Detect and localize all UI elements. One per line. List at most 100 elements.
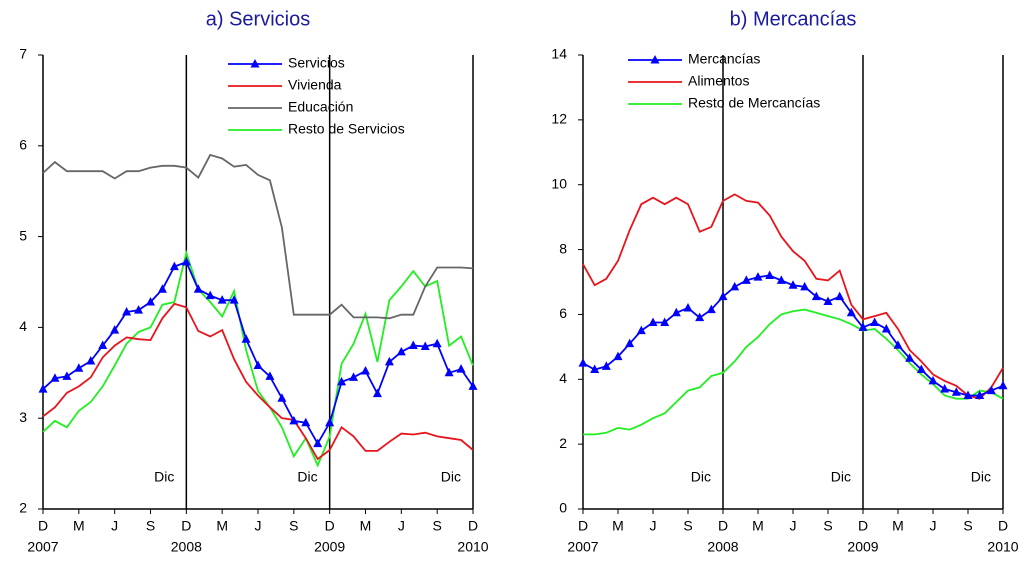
year-label: 2010 [987, 539, 1018, 555]
point-marker [193, 284, 203, 293]
year-label: 2009 [314, 539, 345, 555]
point-marker [683, 302, 693, 312]
point-marker [916, 364, 926, 374]
y-tick-label: 2 [19, 500, 27, 516]
point-marker [217, 295, 227, 304]
point-marker [74, 363, 84, 372]
point-marker [998, 380, 1008, 390]
x-tick-label: M [73, 518, 85, 534]
legend-label: Resto de Mercancías [688, 95, 820, 111]
y-tick-label: 5 [19, 227, 27, 243]
point-marker [265, 371, 275, 380]
point-marker [408, 340, 418, 350]
year-label: 2009 [847, 539, 878, 555]
point-marker [289, 415, 299, 425]
point-marker [811, 291, 821, 301]
x-tick-label: D [858, 518, 868, 534]
y-tick-label: 10 [551, 175, 567, 191]
legend-marker [250, 59, 260, 68]
point-marker [241, 334, 251, 343]
y-tick-label: 7 [19, 46, 27, 62]
y-tick-label: 6 [559, 305, 567, 321]
point-marker [420, 341, 430, 350]
point-marker [277, 393, 287, 402]
point-marker [776, 275, 786, 284]
x-tick-label: D [325, 518, 335, 534]
point-marker [205, 290, 215, 300]
x-tick-label: J [930, 518, 937, 534]
point-marker [396, 346, 406, 356]
annotation: Dic [831, 469, 851, 485]
point-marker [753, 272, 763, 281]
point-marker [800, 281, 810, 291]
x-tick-label: J [790, 518, 797, 534]
point-marker [788, 280, 798, 289]
point-marker [38, 384, 48, 393]
year-label: 2008 [171, 539, 202, 555]
year-label: 2007 [27, 539, 58, 555]
point-marker [146, 296, 155, 306]
legend-label: Mercancías [688, 51, 760, 67]
x-tick-label: J [398, 518, 405, 534]
legend-label: Educación [288, 99, 353, 115]
point-marker [181, 257, 191, 266]
point-marker [229, 295, 239, 304]
point-marker [706, 304, 716, 314]
point-marker [601, 361, 611, 370]
point-marker [648, 317, 658, 327]
point-marker [975, 390, 985, 399]
point-marker [660, 317, 670, 327]
y-tick-label: 8 [559, 240, 567, 256]
x-tick-label: D [998, 518, 1008, 534]
point-marker [951, 387, 961, 396]
point-marker [765, 270, 775, 280]
annotation: Dic [441, 469, 461, 485]
point-marker [361, 365, 370, 375]
x-tick-label: S [289, 518, 298, 534]
y-tick-label: 12 [551, 111, 567, 127]
point-marker [301, 417, 311, 427]
legend-label: Servicios [288, 55, 345, 71]
y-tick-label: 2 [559, 435, 567, 451]
year-label: 2007 [567, 539, 598, 555]
point-marker [578, 358, 588, 367]
x-tick-label: M [360, 518, 372, 534]
year-label: 2008 [707, 539, 738, 555]
x-tick-label: M [892, 518, 904, 534]
annotation: Dic [154, 469, 174, 485]
series-line [582, 193, 1004, 400]
point-marker [893, 340, 903, 349]
point-marker [928, 375, 938, 385]
x-tick-label: D [718, 518, 728, 534]
point-marker [337, 376, 347, 386]
point-marker [122, 306, 132, 316]
point-marker [169, 261, 179, 271]
series-line [42, 302, 474, 461]
point-marker [718, 291, 728, 301]
x-tick-label: S [823, 518, 832, 534]
annotation: Dic [297, 469, 317, 485]
point-marker [858, 322, 868, 331]
point-marker [456, 364, 466, 373]
y-tick-label: 4 [19, 318, 27, 334]
legend-label: Vivienda [288, 77, 342, 93]
point-marker [625, 338, 635, 348]
point-marker [349, 372, 359, 381]
y-tick-label: 3 [19, 409, 27, 425]
y-tick-label: 4 [559, 370, 567, 386]
point-marker [671, 307, 681, 317]
chart-title: b) Mercancías [730, 8, 857, 30]
x-tick-label: S [963, 518, 972, 534]
legend-label: Alimentos [688, 73, 749, 89]
y-tick-label: 14 [551, 46, 567, 62]
x-tick-label: J [650, 518, 657, 534]
point-marker [372, 388, 382, 398]
chart-title: a) Servicios [206, 8, 310, 30]
point-marker [823, 296, 833, 305]
point-marker [50, 373, 60, 382]
legend-marker [650, 55, 660, 64]
year-label: 2010 [457, 539, 488, 555]
point-marker [384, 356, 394, 366]
point-marker [325, 417, 335, 427]
